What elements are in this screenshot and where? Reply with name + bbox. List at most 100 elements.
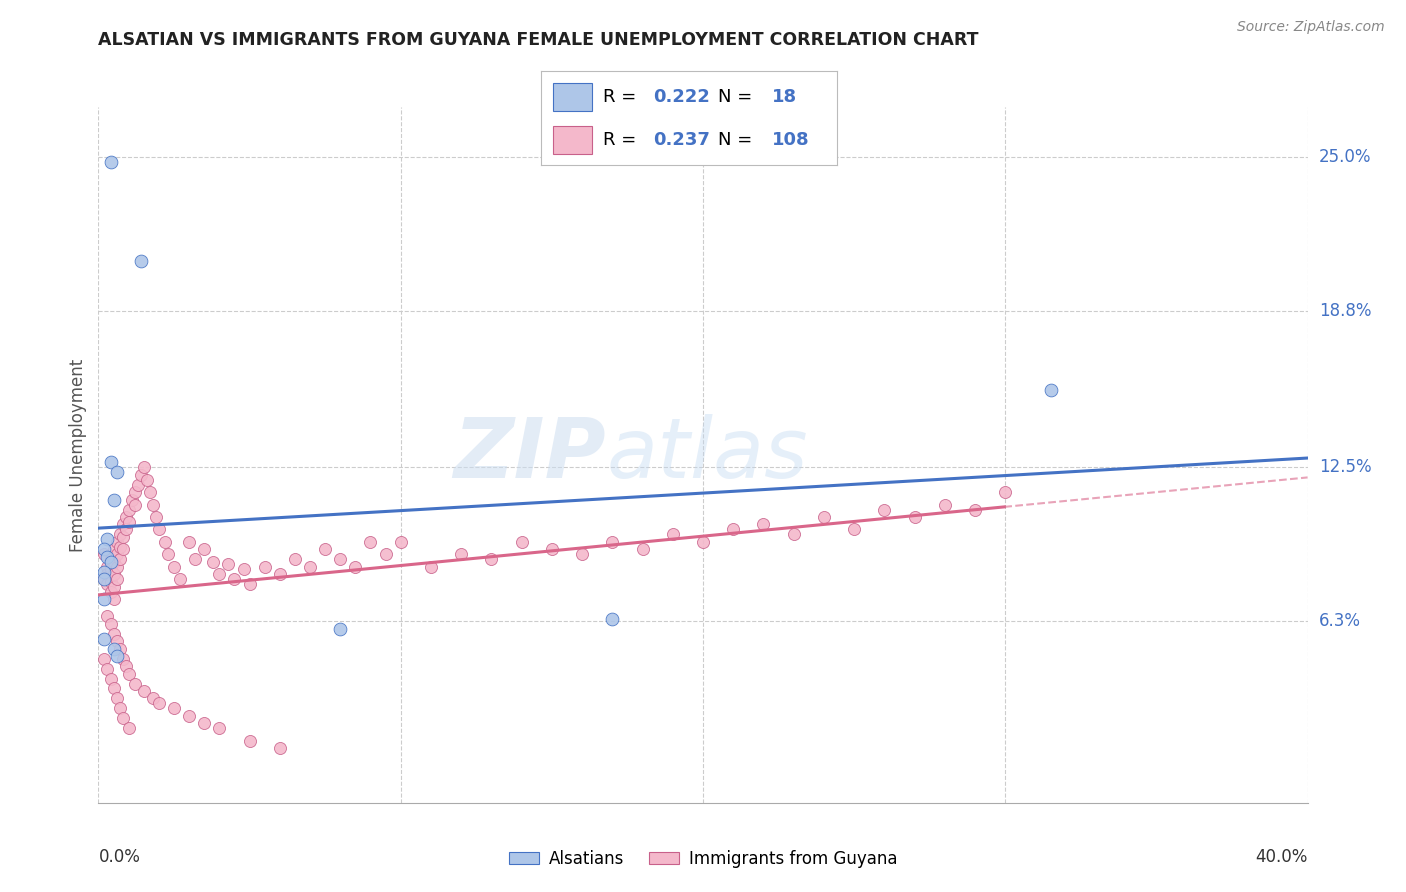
Point bbox=[994, 485, 1017, 500]
Point bbox=[145, 510, 167, 524]
Text: R =: R = bbox=[603, 87, 643, 105]
Point bbox=[105, 534, 128, 549]
Point bbox=[105, 634, 128, 648]
Point bbox=[602, 612, 624, 626]
Point bbox=[153, 534, 176, 549]
Text: 0.237: 0.237 bbox=[654, 131, 710, 149]
Point bbox=[93, 565, 115, 579]
Point bbox=[193, 716, 215, 731]
Point bbox=[782, 527, 804, 541]
Point bbox=[844, 523, 866, 537]
FancyBboxPatch shape bbox=[553, 83, 592, 111]
Point bbox=[103, 592, 125, 607]
Point bbox=[103, 542, 125, 557]
Point bbox=[100, 555, 122, 569]
Point bbox=[163, 559, 186, 574]
Point bbox=[752, 517, 775, 532]
Point bbox=[96, 577, 118, 591]
Point bbox=[93, 572, 115, 586]
Point bbox=[253, 559, 276, 574]
Point bbox=[156, 547, 179, 561]
Point bbox=[100, 616, 122, 631]
Point bbox=[111, 542, 134, 557]
Text: 18: 18 bbox=[772, 87, 797, 105]
FancyBboxPatch shape bbox=[553, 126, 592, 153]
Text: N =: N = bbox=[718, 131, 758, 149]
Point bbox=[93, 572, 115, 586]
Point bbox=[103, 555, 125, 569]
Point bbox=[202, 555, 225, 569]
Point bbox=[208, 721, 231, 735]
Point bbox=[118, 721, 141, 735]
Point bbox=[105, 466, 128, 480]
Point bbox=[904, 510, 927, 524]
Text: ALSATIAN VS IMMIGRANTS FROM GUYANA FEMALE UNEMPLOYMENT CORRELATION CHART: ALSATIAN VS IMMIGRANTS FROM GUYANA FEMAL… bbox=[98, 31, 979, 49]
Text: 0.0%: 0.0% bbox=[98, 847, 141, 865]
Point bbox=[329, 552, 352, 566]
Point bbox=[96, 662, 118, 676]
Point bbox=[127, 477, 149, 491]
Point bbox=[934, 498, 956, 512]
Point bbox=[108, 701, 131, 715]
Text: 108: 108 bbox=[772, 131, 810, 149]
Point bbox=[100, 574, 122, 589]
Point bbox=[571, 547, 593, 561]
Point bbox=[481, 552, 503, 566]
Point bbox=[100, 455, 122, 469]
Text: Source: ZipAtlas.com: Source: ZipAtlas.com bbox=[1237, 20, 1385, 34]
Point bbox=[114, 523, 136, 537]
Point bbox=[96, 567, 118, 582]
Point bbox=[344, 559, 367, 574]
Point bbox=[873, 502, 896, 516]
Point bbox=[96, 559, 118, 574]
Point bbox=[217, 558, 239, 572]
Text: 0.222: 0.222 bbox=[654, 87, 710, 105]
Text: atlas: atlas bbox=[606, 415, 808, 495]
Point bbox=[965, 502, 987, 516]
Point bbox=[177, 708, 201, 723]
Point bbox=[374, 547, 396, 561]
Point bbox=[184, 552, 207, 566]
Point bbox=[111, 530, 134, 544]
Point bbox=[510, 534, 533, 549]
Point bbox=[114, 659, 136, 673]
Point bbox=[419, 559, 441, 574]
Point bbox=[96, 533, 118, 547]
Text: N =: N = bbox=[718, 87, 758, 105]
Point bbox=[108, 641, 131, 656]
Point bbox=[224, 572, 246, 586]
Point bbox=[93, 651, 115, 665]
Point bbox=[93, 592, 115, 607]
Point bbox=[239, 733, 262, 747]
Point bbox=[148, 523, 170, 537]
Point bbox=[118, 666, 141, 681]
Point bbox=[142, 498, 165, 512]
Point bbox=[96, 609, 118, 624]
Point bbox=[93, 632, 115, 646]
Point bbox=[118, 502, 141, 516]
Point bbox=[132, 460, 155, 475]
Point bbox=[103, 681, 125, 696]
Point bbox=[692, 534, 714, 549]
Y-axis label: Female Unemployment: Female Unemployment bbox=[69, 359, 87, 551]
Point bbox=[114, 510, 136, 524]
Point bbox=[129, 254, 152, 268]
Point bbox=[360, 534, 382, 549]
Point bbox=[177, 534, 201, 549]
Point bbox=[132, 684, 155, 698]
Point bbox=[96, 549, 118, 564]
Point bbox=[108, 527, 131, 541]
Text: 12.5%: 12.5% bbox=[1319, 458, 1371, 476]
Point bbox=[232, 562, 254, 576]
Point bbox=[105, 649, 128, 664]
Point bbox=[661, 527, 683, 541]
Point bbox=[93, 547, 115, 561]
Point bbox=[100, 552, 122, 566]
Point bbox=[105, 572, 128, 586]
Point bbox=[239, 577, 262, 591]
Legend: Alsatians, Immigrants from Guyana: Alsatians, Immigrants from Guyana bbox=[502, 843, 904, 874]
Point bbox=[103, 492, 125, 507]
Point bbox=[103, 567, 125, 582]
Point bbox=[124, 498, 146, 512]
Point bbox=[163, 701, 186, 715]
